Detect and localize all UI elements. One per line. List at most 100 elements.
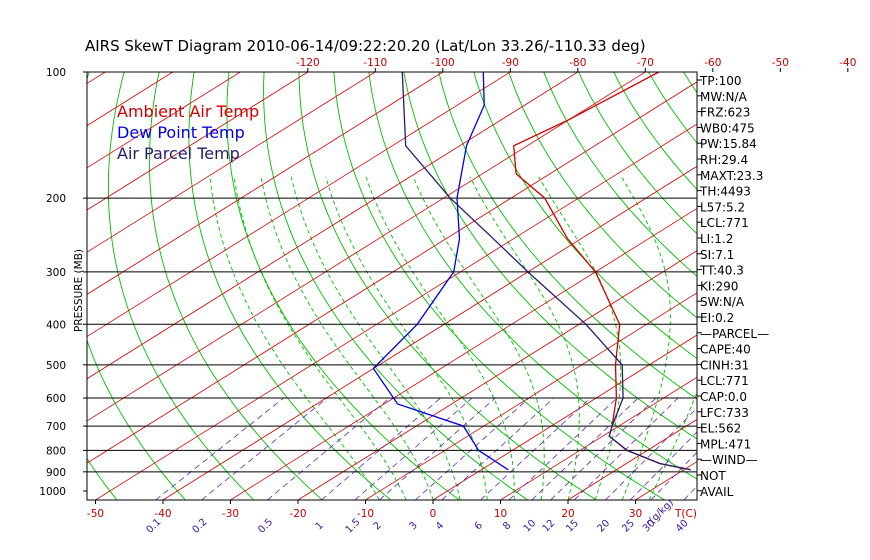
dry-adiabat — [781, 63, 870, 500]
isotherm-line — [297, 250, 697, 500]
mixing-ratio-label: 25 — [620, 518, 637, 535]
index-item-23: MPL:471 — [700, 437, 751, 451]
dry-adiabat — [263, 72, 528, 500]
mixing-ratio-label: 1 — [314, 520, 326, 532]
temp-tick-label-top: -50 — [772, 57, 789, 69]
mixing-ratio-line — [415, 397, 530, 500]
pressure-tick-label: 600 — [46, 393, 66, 405]
y-axis-label: PRESSURE (MB) — [73, 249, 85, 332]
dry-adiabat — [188, 72, 391, 500]
dry-adiabat — [333, 72, 665, 500]
index-item-24: —WIND— — [700, 453, 758, 467]
mixing-ratio-label: 8 — [501, 520, 513, 532]
temp-tick-label-bottom: -20 — [289, 508, 306, 520]
index-item-14: SW:N/A — [700, 295, 745, 309]
dry-adiabat — [0, 63, 48, 500]
temp-tick-label-top: -40 — [839, 57, 856, 69]
isotherm-line — [230, 207, 697, 500]
temp-tick-label-bottom: 10 — [494, 508, 507, 520]
legend-ambient: Ambient Air Temp — [117, 102, 259, 121]
pressure-tick-label: 200 — [46, 193, 66, 205]
isotherm-line — [87, 72, 579, 380]
index-item-8: L57:5.2 — [700, 200, 745, 214]
index-item-16: —PARCEL— — [700, 327, 769, 341]
mixing-ratio-label: 15 — [564, 518, 581, 535]
temp-tick-label-top: -120 — [296, 57, 320, 69]
moist-adiabat — [290, 176, 461, 500]
index-item-3: WB0:475 — [700, 121, 755, 135]
mixing-ratio-label: 12 — [541, 518, 558, 535]
moist-adiabat — [469, 176, 580, 500]
index-item-0: TP:100 — [699, 74, 742, 88]
index-item-2: FRZ:623 — [700, 106, 750, 120]
index-item-26: AVAIL — [700, 485, 734, 499]
index-item-21: LFC:733 — [700, 406, 749, 420]
pressure-tick-label: 500 — [46, 360, 66, 372]
index-item-15: EI:0.2 — [700, 311, 734, 325]
temp-tick-label-top: -80 — [569, 57, 586, 69]
temp-tick-label-bottom: -10 — [357, 508, 374, 520]
moist-adiabat — [648, 391, 697, 500]
mixing-ratio-line — [441, 397, 555, 500]
mixing-ratio-label: 10 — [522, 518, 539, 535]
index-item-5: RH:29.4 — [700, 153, 748, 167]
index-item-12: TT:40.3 — [699, 264, 744, 278]
temp-tick-label-top: -70 — [637, 57, 654, 69]
legend-parcel: Air Parcel Temp — [117, 144, 240, 163]
chart-title: AIRS SkewT Diagram 2010-06-14/09:22:20.2… — [85, 37, 646, 55]
isotherm-line — [87, 72, 647, 422]
pressure-tick-label: 700 — [46, 421, 66, 433]
dry-adiabat — [648, 72, 697, 144]
axis-ticks — [83, 68, 849, 504]
mixing-ratio-label: 20 — [595, 518, 612, 535]
moist-adiabat — [412, 176, 545, 500]
isotherm-line — [87, 72, 377, 253]
pressure-tick-label: 800 — [46, 445, 66, 457]
moist-adiabat — [233, 176, 407, 500]
index-item-6: MAXT:23.3 — [700, 169, 763, 183]
index-item-18: CINH:31 — [700, 358, 749, 372]
isotherm-line — [838, 63, 870, 500]
isotherm-line — [87, 72, 309, 211]
mixing-ratio-label: 4 — [434, 520, 446, 532]
mixing-ratio-label: 0.2 — [190, 517, 209, 536]
isotherm-line — [87, 81, 697, 464]
dry-adiabat — [298, 72, 597, 500]
index-item-4: PW:15.84 — [700, 137, 757, 151]
index-item-10: LI:1.2 — [700, 232, 733, 246]
mixing-ratio-line — [267, 397, 390, 500]
mixing-ratio-label: 2 — [372, 520, 384, 532]
temp-tick-label-top: -60 — [704, 57, 721, 69]
index-item-1: MW:N/A — [700, 90, 748, 104]
pressure-tick-label: 300 — [46, 267, 66, 279]
moist-adiabat — [325, 176, 488, 500]
isotherm-line — [365, 292, 697, 500]
mixing-ratio-line — [531, 397, 639, 500]
dry-adiabat — [87, 72, 186, 500]
mixing-ratio-label: 40 — [674, 518, 691, 535]
index-item-11: SI:7.1 — [700, 248, 734, 262]
mixing-ratio-line — [550, 397, 657, 500]
x-axis-label: T(C) — [674, 508, 697, 520]
dry-adiabat — [508, 72, 697, 319]
temp-tick-label-top: -100 — [431, 57, 455, 69]
index-item-13: KI:290 — [700, 279, 738, 293]
index-item-19: LCL:771 — [700, 374, 749, 388]
dry-adiabat — [543, 72, 697, 277]
dry-adiabat — [850, 63, 870, 500]
dry-adiabat — [87, 457, 118, 500]
mixing-ratio-line — [605, 407, 697, 500]
dry-adiabat — [438, 72, 697, 400]
moist-adiabat — [260, 176, 434, 500]
dew-point-temp-line — [372, 72, 509, 471]
index-item-25: NOT — [700, 469, 726, 483]
dry-adiabat — [226, 72, 460, 500]
temp-tick-label-bottom: 0 — [430, 508, 437, 520]
index-item-9: LCL:771 — [700, 216, 749, 230]
plot-frame — [86, 71, 698, 501]
sounding-series — [372, 72, 691, 471]
dry-adiabat — [578, 72, 697, 235]
isotherm-line — [0, 63, 53, 500]
